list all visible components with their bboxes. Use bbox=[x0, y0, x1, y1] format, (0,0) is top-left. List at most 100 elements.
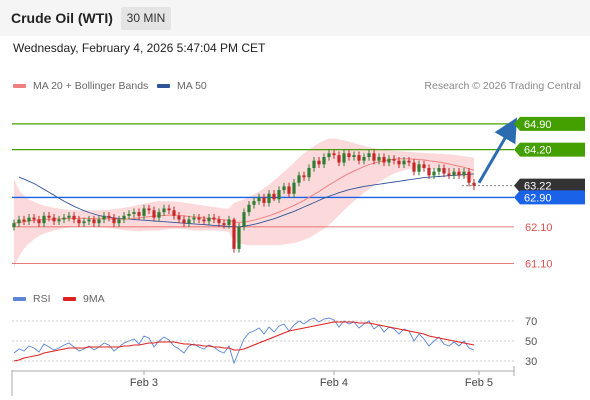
candle-body bbox=[72, 215, 76, 220]
candle-body bbox=[172, 210, 176, 216]
candle-body bbox=[117, 219, 121, 224]
ma20-swatch bbox=[13, 84, 26, 88]
candle-body bbox=[257, 197, 261, 202]
candle-body bbox=[182, 219, 186, 224]
candle-body bbox=[402, 160, 406, 165]
candle-body bbox=[467, 171, 471, 183]
rsi-swatch bbox=[13, 297, 26, 301]
level-badge-bg bbox=[514, 190, 585, 205]
timeframe-button[interactable]: 30 MIN bbox=[121, 7, 171, 30]
candle-body bbox=[167, 208, 171, 211]
candle-body bbox=[222, 223, 226, 226]
candle-body bbox=[177, 215, 181, 220]
candle-body bbox=[422, 164, 426, 169]
candle-body bbox=[377, 156, 381, 161]
legend-rsi: RSI bbox=[13, 293, 51, 305]
x-tick-label: Feb 4 bbox=[320, 377, 348, 389]
legend-ma20: MA 20 + Bollinger Bands bbox=[13, 80, 148, 92]
level-badge: 64.20 bbox=[514, 142, 585, 157]
candle-body bbox=[62, 217, 66, 220]
candle-body bbox=[132, 212, 136, 214]
candle-body bbox=[162, 208, 166, 213]
candle-body bbox=[102, 215, 106, 220]
level-label: 61.10 bbox=[525, 259, 553, 271]
legend-ma20-label: MA 20 + Bollinger Bands bbox=[33, 80, 149, 92]
header-bar bbox=[0, 0, 590, 36]
candle-body bbox=[207, 217, 211, 222]
candle-body bbox=[407, 160, 411, 163]
level-badge: 62.90 bbox=[514, 190, 585, 205]
candle-body bbox=[452, 171, 456, 176]
rsi-tick-label: 70 bbox=[525, 316, 537, 328]
candle-body bbox=[187, 219, 191, 224]
candle-body bbox=[367, 153, 371, 157]
candle-body bbox=[147, 208, 151, 211]
candle-body bbox=[77, 219, 81, 224]
candle-body bbox=[202, 219, 206, 222]
x-tick-label: Feb 3 bbox=[130, 377, 158, 389]
candle-body bbox=[457, 171, 461, 176]
level-label: 62.10 bbox=[525, 222, 553, 234]
candle-body bbox=[342, 153, 346, 163]
candle-body bbox=[387, 158, 391, 163]
legend-rsi-ma: 9MA bbox=[63, 293, 105, 305]
candle-body bbox=[382, 156, 386, 163]
candle-body bbox=[307, 168, 311, 178]
candle-body bbox=[92, 219, 96, 224]
candle-body bbox=[437, 168, 441, 172]
ma50-swatch bbox=[157, 84, 170, 88]
candle-body bbox=[127, 213, 131, 216]
candle-body bbox=[417, 164, 421, 172]
candle-body bbox=[137, 212, 141, 216]
level-badge-bg bbox=[514, 116, 585, 131]
candle-body bbox=[412, 162, 416, 172]
candle-body bbox=[352, 155, 356, 157]
candle-body bbox=[82, 221, 86, 224]
candle-body bbox=[217, 219, 221, 224]
candle-body bbox=[47, 215, 51, 218]
instrument-title: Crude Oil (WTI) bbox=[11, 10, 113, 26]
level-badge-text: 62.90 bbox=[524, 192, 552, 204]
candle-body bbox=[332, 153, 336, 156]
candle-body bbox=[317, 160, 321, 165]
candle-body bbox=[27, 217, 31, 222]
candle-body bbox=[52, 217, 56, 222]
candle-body bbox=[442, 168, 446, 174]
candle-body bbox=[392, 158, 396, 161]
level-badge: 64.90 bbox=[514, 116, 585, 131]
candle-body bbox=[337, 155, 341, 163]
bollinger-band bbox=[14, 138, 474, 268]
candle-body bbox=[302, 175, 306, 178]
candle-body bbox=[22, 219, 26, 222]
level-badge-text: 64.20 bbox=[524, 145, 552, 157]
rsi-ma-swatch bbox=[63, 297, 76, 301]
candle-body bbox=[472, 182, 476, 186]
candle-body bbox=[232, 219, 236, 249]
candle-body bbox=[297, 175, 301, 183]
rsi-tick-label: 30 bbox=[525, 356, 537, 368]
candle-body bbox=[197, 217, 201, 220]
candle-body bbox=[292, 182, 296, 194]
candle-body bbox=[357, 155, 361, 161]
candle-body bbox=[87, 219, 91, 222]
candle-body bbox=[242, 212, 246, 227]
timestamp: Wednesday, February 4, 2026 5:47:04 PM C… bbox=[13, 41, 266, 55]
ma50-line bbox=[18, 173, 475, 228]
candle-body bbox=[272, 193, 276, 200]
research-credit: Research © 2026 Trading Central bbox=[424, 80, 581, 92]
candle-body bbox=[397, 160, 401, 165]
candle-body bbox=[12, 223, 16, 227]
candle-body bbox=[212, 217, 216, 220]
candle-body bbox=[122, 215, 126, 220]
rsi-line bbox=[13, 317, 475, 365]
last-price-badge: 63.22 bbox=[514, 178, 585, 193]
candle-body bbox=[227, 219, 231, 226]
candle-body bbox=[247, 204, 251, 213]
candle-body bbox=[152, 210, 156, 218]
candle-body bbox=[57, 219, 61, 222]
candles-group bbox=[12, 149, 476, 253]
candle-body bbox=[312, 160, 316, 169]
level-badge-text: 64.90 bbox=[524, 119, 552, 131]
candle-body bbox=[157, 212, 161, 218]
